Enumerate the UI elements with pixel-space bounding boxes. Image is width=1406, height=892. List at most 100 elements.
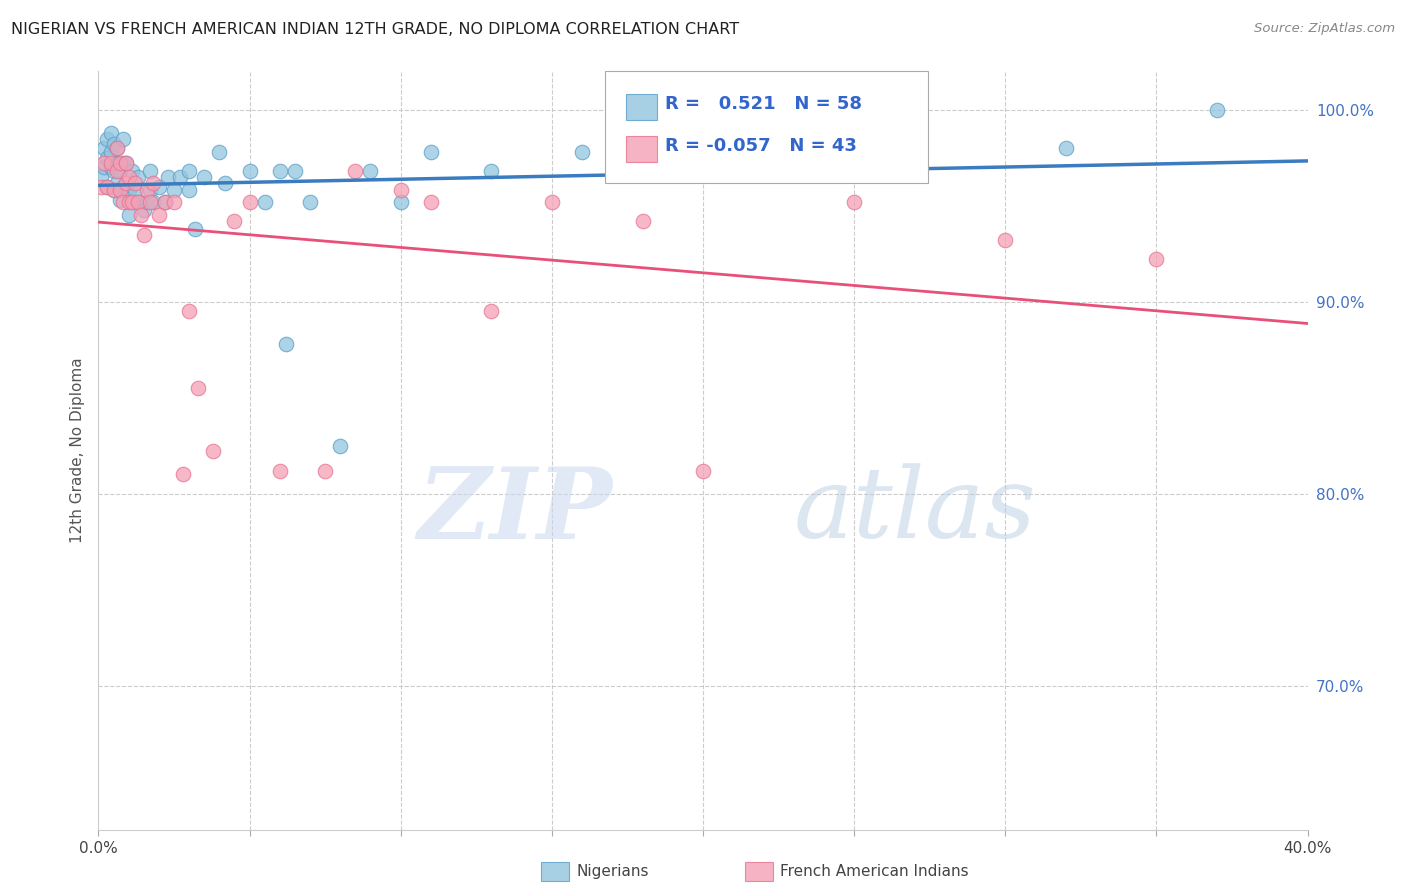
- Point: [179, 183, 201, 197]
- Point: [127, 169, 149, 184]
- Text: R = -0.057   N = 43: R = -0.057 N = 43: [665, 137, 856, 155]
- Y-axis label: 12th Grade, No Diploma: 12th Grade, No Diploma: [70, 358, 86, 543]
- Point: [329, 439, 352, 453]
- Point: [844, 194, 866, 209]
- Point: [135, 194, 157, 209]
- Point: [93, 156, 115, 170]
- Point: [124, 176, 146, 190]
- Text: Source: ZipAtlas.com: Source: ZipAtlas.com: [1254, 22, 1395, 36]
- Point: [156, 169, 179, 184]
- Point: [179, 164, 201, 178]
- Point: [114, 176, 136, 190]
- Point: [1144, 252, 1167, 267]
- Point: [105, 141, 128, 155]
- Text: NIGERIAN VS FRENCH AMERICAN INDIAN 12TH GRADE, NO DIPLOMA CORRELATION CHART: NIGERIAN VS FRENCH AMERICAN INDIAN 12TH …: [11, 22, 740, 37]
- Point: [163, 183, 186, 197]
- Point: [135, 183, 157, 197]
- Point: [105, 164, 128, 178]
- Point: [118, 194, 141, 209]
- Point: [163, 194, 186, 209]
- Point: [90, 179, 112, 194]
- Point: [239, 164, 262, 178]
- Point: [169, 169, 191, 184]
- Point: [187, 381, 209, 395]
- Point: [153, 194, 176, 209]
- Point: [93, 141, 115, 155]
- Point: [299, 194, 322, 209]
- Text: Nigerians: Nigerians: [576, 864, 650, 879]
- Point: [202, 444, 225, 458]
- Point: [1054, 141, 1077, 155]
- Point: [389, 183, 412, 197]
- Point: [179, 304, 201, 318]
- Point: [540, 194, 562, 209]
- Point: [420, 194, 443, 209]
- Point: [114, 156, 136, 170]
- Point: [148, 179, 170, 194]
- Point: [172, 467, 194, 482]
- Point: [360, 164, 382, 178]
- Point: [1206, 103, 1229, 117]
- Point: [314, 464, 336, 478]
- Point: [100, 156, 122, 170]
- Point: [118, 208, 141, 222]
- Point: [420, 145, 443, 159]
- Point: [105, 176, 128, 190]
- Point: [127, 194, 149, 209]
- Point: [214, 176, 236, 190]
- Point: [692, 464, 714, 478]
- Point: [284, 164, 307, 178]
- Point: [139, 183, 162, 197]
- Point: [129, 208, 152, 222]
- Text: ZIP: ZIP: [418, 463, 613, 559]
- Point: [142, 194, 165, 209]
- Point: [96, 151, 118, 165]
- Point: [139, 194, 162, 209]
- Point: [224, 214, 246, 228]
- Point: [269, 464, 291, 478]
- Point: [114, 156, 136, 170]
- Point: [108, 164, 131, 178]
- Point: [90, 169, 112, 184]
- Point: [239, 194, 262, 209]
- Point: [93, 161, 115, 175]
- Point: [389, 194, 412, 209]
- Point: [105, 141, 128, 155]
- Point: [96, 131, 118, 145]
- Point: [100, 161, 122, 175]
- Point: [132, 227, 155, 242]
- Point: [631, 214, 654, 228]
- Point: [121, 164, 143, 178]
- Point: [344, 164, 367, 178]
- Point: [100, 145, 122, 159]
- Point: [105, 156, 128, 170]
- Text: R =   0.521   N = 58: R = 0.521 N = 58: [665, 95, 862, 113]
- Point: [142, 176, 165, 190]
- Point: [108, 183, 131, 197]
- Point: [148, 208, 170, 222]
- Point: [274, 337, 297, 351]
- Point: [193, 169, 215, 184]
- Point: [571, 145, 593, 159]
- Point: [108, 193, 131, 207]
- Point: [103, 137, 125, 152]
- Point: [118, 169, 141, 184]
- Point: [208, 145, 231, 159]
- Point: [139, 164, 162, 178]
- Point: [96, 179, 118, 194]
- Point: [481, 164, 503, 178]
- Text: French American Indians: French American Indians: [780, 864, 969, 879]
- Point: [121, 194, 143, 209]
- Point: [253, 194, 276, 209]
- Point: [269, 164, 291, 178]
- Point: [127, 194, 149, 209]
- Point: [481, 304, 503, 318]
- Point: [184, 221, 207, 235]
- Point: [108, 156, 131, 170]
- Point: [96, 179, 118, 194]
- Point: [103, 164, 125, 178]
- Point: [103, 183, 125, 197]
- Point: [111, 179, 134, 194]
- Point: [111, 194, 134, 209]
- Point: [118, 183, 141, 197]
